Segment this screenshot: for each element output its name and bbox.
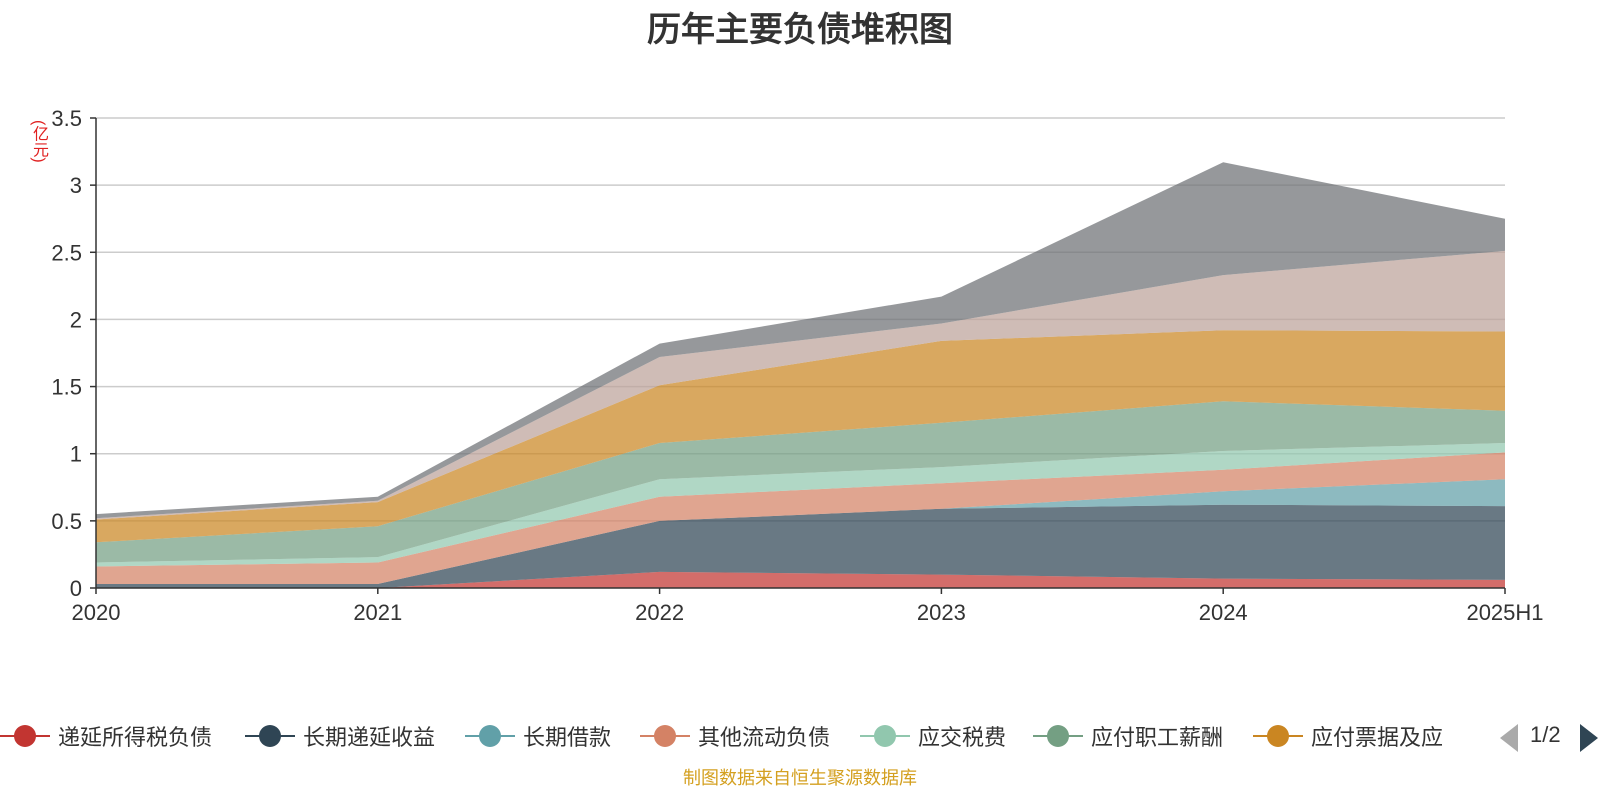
legend-item[interactable]: 其他流动负债 [640,718,830,754]
legend-pager: 1/2 [1500,718,1600,754]
legend-marker-icon [1033,724,1083,748]
y-tick-label: 0 [70,576,82,601]
area-series [96,162,1505,588]
legend: 递延所得税负债 长期递延收益 长期借款 其他流动负债 应交税费 应付职工薪酬 应付票据及应 [0,718,1600,754]
y-tick-label: 1 [70,442,82,467]
legend-marker-icon [1253,724,1303,748]
y-axis-unit-label: (亿元) [30,120,47,163]
x-tick-label: 2021 [353,600,402,625]
source-note: 制图数据来自恒生聚源数据库 [683,768,917,788]
legend-next-page-icon[interactable] [1580,724,1598,752]
area-series-8 [96,250,1505,520]
y-tick-label: 2.5 [51,240,82,265]
legend-label: 其他流动负债 [698,725,831,750]
y-tick-label: 0.5 [51,509,82,534]
legend-marker-icon [465,724,515,748]
legend-label: 长期借款 [523,725,612,750]
legend-label: 应付职工薪酬 [1091,725,1224,750]
x-tick-label: 2023 [917,600,966,625]
legend-item[interactable]: 长期递延收益 [245,718,435,754]
legend-prev-page-icon[interactable] [1500,724,1518,752]
y-tick-labels: 0 0.5 1 1.5 2 2.5 3 3.5 [51,106,82,601]
y-tick-label: 3 [70,173,82,198]
stacked-area-chart: 00.511.522.533.5 2020 2021 2022 2023 2024 202… [51,106,1544,625]
legend-marker-icon [860,724,910,748]
area-series-2 [96,504,1505,588]
legend-marker-icon [0,724,50,748]
legend-label: 应交税费 [918,725,1007,750]
y-tick-label: 3.5 [51,106,82,131]
y-tick-label: 2 [70,307,82,332]
x-tick-label: 2024 [1199,600,1248,625]
x-tick-label: 2025H1 [1466,600,1543,625]
area-series-1 [96,571,1505,588]
legend-marker-icon [640,724,690,748]
legend-item[interactable]: 应付职工薪酬 [1033,718,1223,754]
area-series-6 [96,401,1505,563]
legend-label: 长期递延收益 [303,725,436,750]
chart-title: 历年主要负债堆积图 [647,11,953,49]
legend-item[interactable]: 应付票据及应 [1253,718,1443,754]
area-series-9 [96,162,1505,519]
x-tick-labels: 2020 2021 2022 2023 2024 2025H1 [72,600,1544,625]
legend-marker-icon [245,724,295,748]
x-tick-label: 2022 [635,600,684,625]
legend-page-indicator: 1/2 [1530,722,1561,747]
area-series-5 [96,443,1505,567]
legend-item[interactable]: 递延所得税负债 [0,718,212,754]
legend-label: 递延所得税负债 [58,725,213,750]
area-series-7 [96,330,1505,543]
x-tick-label: 2020 [72,600,121,625]
y-tick-label: 1.5 [51,375,82,400]
legend-item[interactable]: 应交税费 [860,718,1006,754]
legend-item[interactable]: 长期借款 [465,718,611,754]
axes [95,118,1506,594]
area-series-3 [96,479,1505,584]
area-series-4 [96,452,1505,584]
legend-label: 应付票据及应 [1311,725,1444,750]
